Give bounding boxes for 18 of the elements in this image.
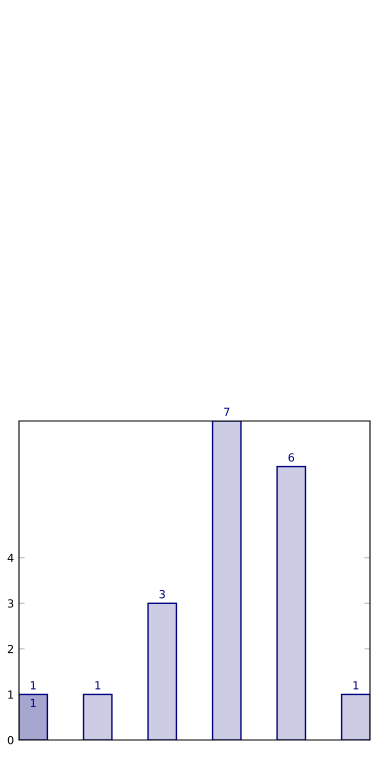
data-label: 1 bbox=[95, 681, 100, 690]
bar bbox=[19, 694, 48, 740]
y-tick-label: 4 bbox=[8, 554, 14, 562]
bar bbox=[147, 602, 178, 740]
y-tick-label: 3 bbox=[8, 599, 14, 608]
data-label: 3 bbox=[160, 590, 165, 598]
bar bbox=[276, 466, 306, 740]
annotation: 1 bbox=[30, 681, 36, 690]
bar bbox=[82, 694, 113, 740]
data-label: 1 bbox=[30, 698, 36, 708]
data-label: 1 bbox=[353, 681, 358, 690]
y-tick-label: 1 bbox=[8, 690, 14, 699]
y-tick-label: 0 bbox=[8, 736, 14, 744]
y-tick-label: 2 bbox=[8, 644, 14, 654]
bar bbox=[212, 421, 242, 740]
data-label: 6 bbox=[288, 453, 294, 462]
data-label: 7 bbox=[224, 408, 230, 416]
bar bbox=[340, 694, 370, 740]
